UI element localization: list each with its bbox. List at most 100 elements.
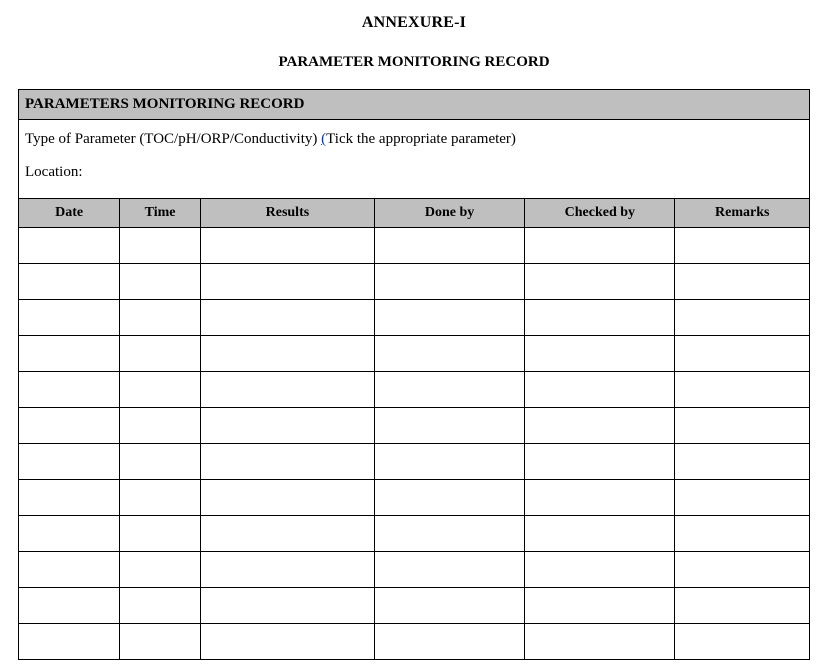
table-cell xyxy=(120,228,201,264)
table-cell xyxy=(374,300,524,336)
table-cell xyxy=(675,336,810,372)
table-cell xyxy=(525,372,675,408)
location-label: Location: xyxy=(25,159,82,186)
table-row xyxy=(19,588,810,624)
monitoring-table: PARAMETERS MONITORING RECORD Type of Par… xyxy=(18,89,810,660)
table-cell xyxy=(374,264,524,300)
table-cell xyxy=(120,516,201,552)
table-cell xyxy=(675,480,810,516)
table-row xyxy=(19,408,810,444)
table-cell xyxy=(374,408,524,444)
column-header: Remarks xyxy=(675,199,810,228)
table-cell xyxy=(19,372,120,408)
table-cell xyxy=(525,516,675,552)
table-cell xyxy=(19,624,120,660)
table-cell xyxy=(374,552,524,588)
column-header-row: DateTimeResultsDone byChecked byRemarks xyxy=(19,199,810,228)
table-cell xyxy=(200,516,374,552)
table-cell xyxy=(19,408,120,444)
table-cell xyxy=(120,300,201,336)
table-row xyxy=(19,300,810,336)
table-cell xyxy=(200,624,374,660)
table-cell xyxy=(200,480,374,516)
table-cell xyxy=(374,372,524,408)
table-row xyxy=(19,552,810,588)
table-row xyxy=(19,444,810,480)
table-cell xyxy=(525,552,675,588)
table-cell xyxy=(374,228,524,264)
table-row xyxy=(19,624,810,660)
table-cell xyxy=(525,300,675,336)
table-cell xyxy=(120,624,201,660)
table-cell xyxy=(19,444,120,480)
annexure-title: ANNEXURE-I xyxy=(18,14,810,32)
table-row xyxy=(19,264,810,300)
table-cell xyxy=(374,516,524,552)
table-cell xyxy=(374,336,524,372)
table-cell xyxy=(675,444,810,480)
table-cell xyxy=(374,588,524,624)
table-cell xyxy=(120,336,201,372)
table-row xyxy=(19,516,810,552)
column-header: Checked by xyxy=(525,199,675,228)
table-cell xyxy=(19,588,120,624)
param-type-suffix: Tick the appropriate parameter) xyxy=(326,131,516,147)
table-cell xyxy=(19,516,120,552)
table-cell xyxy=(374,624,524,660)
table-row xyxy=(19,228,810,264)
table-cell xyxy=(525,588,675,624)
table-cell xyxy=(675,552,810,588)
table-cell xyxy=(19,264,120,300)
table-cell xyxy=(120,372,201,408)
table-cell xyxy=(200,552,374,588)
page-subtitle: PARAMETER MONITORING RECORD xyxy=(18,54,810,71)
table-cell xyxy=(19,300,120,336)
table-cell xyxy=(120,408,201,444)
table-cell xyxy=(525,624,675,660)
param-type-label: Type of Parameter (TOC/pH/ORP/Conductivi… xyxy=(25,131,321,147)
table-cell xyxy=(120,264,201,300)
table-cell xyxy=(200,444,374,480)
table-cell xyxy=(374,444,524,480)
table-cell xyxy=(525,408,675,444)
table-cell xyxy=(120,588,201,624)
table-cell xyxy=(200,300,374,336)
column-header: Done by xyxy=(374,199,524,228)
column-header: Time xyxy=(120,199,201,228)
table-cell xyxy=(200,264,374,300)
table-row xyxy=(19,480,810,516)
table-info-row: Type of Parameter (TOC/pH/ORP/Conductivi… xyxy=(19,120,810,199)
table-cell xyxy=(120,480,201,516)
table-cell xyxy=(200,228,374,264)
table-cell xyxy=(675,372,810,408)
table-cell xyxy=(120,552,201,588)
column-header: Date xyxy=(19,199,120,228)
table-cell xyxy=(675,516,810,552)
table-row xyxy=(19,372,810,408)
table-cell xyxy=(525,264,675,300)
table-cell xyxy=(200,408,374,444)
column-header: Results xyxy=(200,199,374,228)
table-cell xyxy=(675,300,810,336)
table-cell xyxy=(675,588,810,624)
table-cell xyxy=(19,552,120,588)
table-cell xyxy=(525,444,675,480)
table-info-cell: Type of Parameter (TOC/pH/ORP/Conductivi… xyxy=(19,120,810,199)
table-cell xyxy=(120,444,201,480)
table-cell xyxy=(19,336,120,372)
table-cell xyxy=(200,336,374,372)
table-cell xyxy=(200,588,374,624)
table-cell xyxy=(675,228,810,264)
table-cell xyxy=(19,480,120,516)
table-cell xyxy=(19,228,120,264)
table-cell xyxy=(525,480,675,516)
table-cell xyxy=(675,624,810,660)
table-cell xyxy=(374,480,524,516)
table-title-cell: PARAMETERS MONITORING RECORD xyxy=(19,90,810,120)
table-row xyxy=(19,336,810,372)
table-cell xyxy=(200,372,374,408)
table-title-row: PARAMETERS MONITORING RECORD xyxy=(19,90,810,120)
table-cell xyxy=(675,408,810,444)
table-cell xyxy=(525,228,675,264)
table-cell xyxy=(675,264,810,300)
